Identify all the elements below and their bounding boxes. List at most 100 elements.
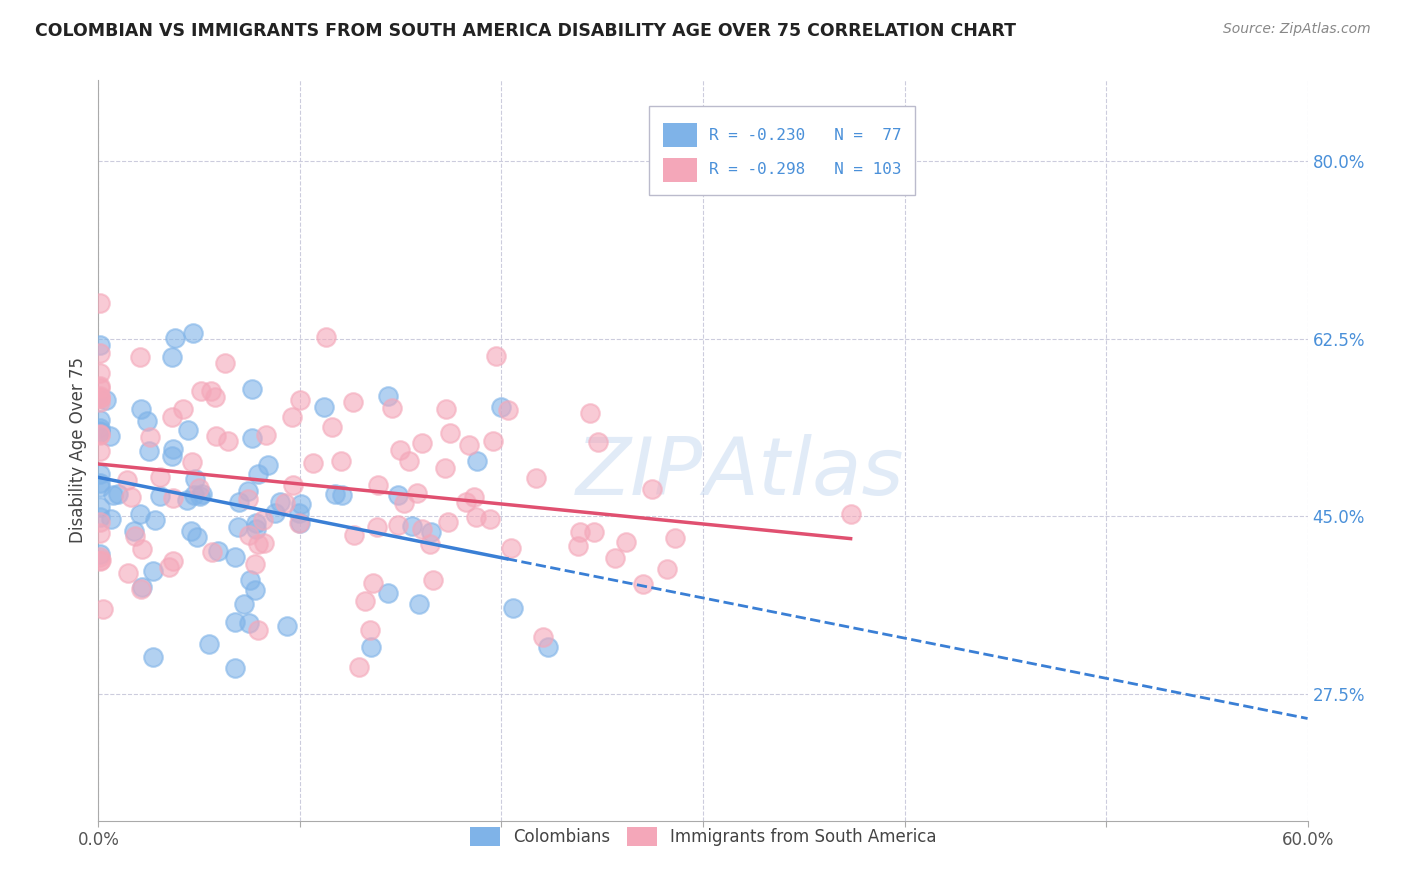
Point bbox=[89, 413, 111, 427]
Point bbox=[190, 487, 212, 501]
Point bbox=[89, 500, 111, 514]
Point bbox=[201, 545, 224, 559]
Point bbox=[439, 425, 461, 440]
Point bbox=[377, 389, 399, 403]
Point bbox=[252, 512, 274, 526]
Point bbox=[354, 594, 377, 608]
Point bbox=[149, 489, 172, 503]
Point bbox=[257, 458, 280, 472]
Point bbox=[247, 623, 270, 637]
Point bbox=[422, 574, 444, 588]
Point bbox=[91, 602, 114, 616]
Point bbox=[283, 478, 305, 492]
Point bbox=[502, 600, 524, 615]
Point bbox=[129, 350, 152, 364]
Point bbox=[478, 512, 501, 526]
Point bbox=[366, 520, 388, 534]
Point bbox=[89, 515, 111, 529]
Point bbox=[236, 491, 259, 506]
Point bbox=[149, 469, 172, 483]
Point bbox=[198, 637, 221, 651]
Point bbox=[177, 424, 200, 438]
Point bbox=[290, 393, 312, 408]
Point bbox=[302, 456, 325, 470]
Text: R = -0.298   N = 103: R = -0.298 N = 103 bbox=[709, 162, 901, 178]
Point bbox=[224, 661, 246, 675]
Point bbox=[664, 531, 686, 545]
Point bbox=[205, 429, 228, 443]
Point bbox=[226, 519, 249, 533]
Point bbox=[186, 530, 208, 544]
Point bbox=[485, 349, 508, 363]
Point bbox=[240, 431, 263, 445]
Point bbox=[181, 455, 204, 469]
Point bbox=[568, 525, 591, 540]
Point bbox=[314, 401, 336, 415]
Point bbox=[361, 576, 384, 591]
Point bbox=[214, 356, 236, 370]
Point bbox=[89, 338, 111, 352]
Point bbox=[89, 425, 111, 439]
Point bbox=[224, 615, 246, 630]
Point bbox=[401, 519, 423, 533]
Point bbox=[254, 427, 277, 442]
Point bbox=[131, 580, 153, 594]
Point bbox=[204, 390, 226, 404]
Point bbox=[359, 623, 381, 637]
Point bbox=[377, 586, 399, 600]
Point bbox=[464, 510, 486, 524]
Bar bbox=[664, 158, 697, 182]
Point bbox=[482, 434, 505, 448]
Point bbox=[264, 506, 287, 520]
Point bbox=[162, 442, 184, 456]
Point bbox=[465, 454, 488, 468]
Point bbox=[89, 425, 111, 439]
Point bbox=[243, 582, 266, 597]
Point bbox=[524, 471, 547, 485]
Point bbox=[381, 401, 404, 415]
Text: Atlas: Atlas bbox=[703, 434, 904, 512]
Point bbox=[160, 409, 183, 424]
Point bbox=[89, 444, 111, 458]
Point bbox=[457, 438, 479, 452]
Point bbox=[184, 472, 207, 486]
Point bbox=[89, 366, 111, 380]
Point bbox=[347, 660, 370, 674]
Point bbox=[330, 488, 353, 502]
Point bbox=[181, 326, 204, 340]
Point bbox=[419, 537, 441, 551]
Point bbox=[89, 510, 111, 524]
Point bbox=[253, 536, 276, 550]
Point bbox=[89, 550, 111, 565]
Point bbox=[240, 382, 263, 396]
Point bbox=[141, 564, 163, 578]
Point bbox=[89, 296, 111, 310]
Point bbox=[100, 429, 122, 443]
Point bbox=[89, 380, 111, 394]
Point bbox=[100, 512, 122, 526]
Point bbox=[245, 516, 267, 530]
Point bbox=[567, 539, 589, 553]
Point bbox=[172, 402, 194, 417]
Point bbox=[238, 527, 260, 541]
Point bbox=[387, 517, 409, 532]
Point bbox=[537, 640, 560, 654]
Point bbox=[89, 346, 111, 360]
Point bbox=[190, 384, 212, 398]
Point bbox=[245, 522, 267, 536]
Bar bbox=[664, 123, 697, 147]
Point bbox=[135, 414, 157, 428]
Point bbox=[176, 493, 198, 508]
Point bbox=[163, 330, 186, 344]
Point bbox=[238, 616, 260, 631]
Point bbox=[89, 467, 111, 482]
Point bbox=[89, 547, 111, 561]
Point bbox=[138, 443, 160, 458]
Point bbox=[103, 488, 125, 502]
Point bbox=[496, 403, 519, 417]
Point bbox=[224, 550, 246, 565]
Point bbox=[411, 436, 433, 450]
Point bbox=[408, 597, 430, 611]
Point bbox=[107, 487, 129, 501]
Point bbox=[142, 650, 165, 665]
